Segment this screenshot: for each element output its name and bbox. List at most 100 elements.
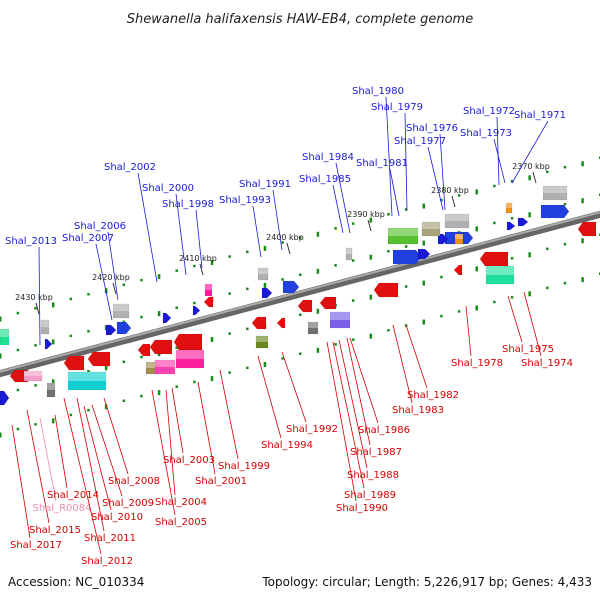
gene-block-lower[interactable] [67,371,107,391]
gene-reverse[interactable] [276,317,286,329]
gene-label-shal-1998[interactable]: Shal_1998 [162,199,214,210]
gene-forward[interactable] [162,312,172,324]
gene-label-shal-2015[interactable]: Shal_2015 [29,525,81,536]
gene-label-shal-1972[interactable]: Shal_1972 [463,106,515,117]
gene-block-upper[interactable] [454,233,464,245]
gene-label-shal-2012[interactable]: Shal_2012 [81,556,133,567]
gene-label-shal-1987[interactable]: Shal_1987 [350,447,402,458]
gene-block-upper[interactable] [505,202,513,214]
gene-forward[interactable] [392,249,422,265]
gene-label-shal-2001[interactable]: Shal_2001 [195,476,247,487]
gene-block-lower-shine [256,336,268,342]
gene-label-shal-1971[interactable]: Shal_1971 [514,110,566,121]
gene-reverse[interactable] [137,343,151,357]
gene-block-lower[interactable] [145,361,156,375]
gene-block-upper[interactable] [257,267,269,281]
gene-label-shal-1993[interactable]: Shal_1993 [219,195,271,206]
gene-reverse[interactable] [63,355,85,371]
gene-label-shal-1992[interactable]: Shal_1992 [286,424,338,435]
gene-forward[interactable] [44,338,53,350]
gene-block-upper[interactable] [112,303,130,319]
gene-block-lower[interactable] [23,370,43,382]
gene-label-shal-1983[interactable]: Shal_1983 [392,405,444,416]
gene-reverse[interactable] [373,282,399,298]
gene-forward[interactable] [0,390,10,406]
gene-forward[interactable] [417,248,431,260]
gene-forward[interactable] [192,305,201,316]
gene-forward[interactable] [116,321,132,335]
gene-label-shal-1982[interactable]: Shal_1982 [407,390,459,401]
gene-label-shal-1976[interactable]: Shal_1976 [406,123,458,134]
gene-block-upper[interactable] [444,213,470,229]
gene-block-lower[interactable] [255,335,269,349]
gene-block-upper[interactable] [542,185,568,201]
gene-label-shal-1985[interactable]: Shal_1985 [299,174,351,185]
gene-label-shal-2010[interactable]: Shal_2010 [91,512,143,523]
gene-forward[interactable] [506,221,516,231]
gene-label-shal-1986[interactable]: Shal_1986 [358,425,410,436]
gene-reverse[interactable] [297,299,313,313]
gene-block-lower[interactable] [329,311,351,329]
gene-forward[interactable] [540,204,570,219]
gene-block-upper[interactable] [421,221,441,237]
gene-label-shal-1980[interactable]: Shal_1980 [352,86,404,97]
scale-tick [316,268,320,274]
gene-label-shal-2002[interactable]: Shal_2002 [104,162,156,173]
gene-label-shal-2004[interactable]: Shal_2004 [155,497,207,508]
scale-tick [122,320,126,324]
gene-reverse[interactable] [9,369,29,383]
gene-block-lower[interactable] [485,265,515,285]
gene-forward[interactable] [261,287,273,299]
gene-block-upper[interactable] [387,227,419,245]
gene-label-shal-2014[interactable]: Shal_2014 [47,490,99,501]
gene-label-shal-1984[interactable]: Shal_1984 [302,152,354,163]
gene-label-shal-1999[interactable]: Shal_1999 [218,461,270,472]
gene-forward[interactable] [437,233,449,245]
gene-reverse[interactable] [251,316,267,330]
gene-label-shal-2008[interactable]: Shal_2008 [108,476,160,487]
gene-label-shal-1991[interactable]: Shal_1991 [239,179,291,190]
gene-label-shal-2017[interactable]: Shal_2017 [10,540,62,551]
gene-block-lower[interactable] [307,321,319,335]
gene-label-shal-2011[interactable]: Shal_2011 [84,533,136,544]
gene-label-shal-1989[interactable]: Shal_1989 [344,490,396,501]
gene-label-shal-1994[interactable]: Shal_1994 [261,440,313,451]
gene-label-shal-1975[interactable]: Shal_1975 [502,344,554,355]
gene-forward[interactable] [105,324,117,336]
gene-forward[interactable] [282,280,300,294]
gene-reverse[interactable] [173,333,203,351]
gene-label-shal-1981[interactable]: Shal_1981 [356,158,408,169]
gene-label-shal-2003[interactable]: Shal_2003 [163,455,215,466]
gene-block-upper[interactable] [40,319,50,335]
gene-label-shal-1977[interactable]: Shal_1977 [394,136,446,147]
gene-forward[interactable] [517,217,529,227]
gene-label-shal-1974[interactable]: Shal_1974 [521,358,573,369]
gene-label-shal-2009[interactable]: Shal_2009 [102,498,154,509]
gene-block-lower[interactable] [46,382,56,398]
gene-reverse[interactable] [87,351,111,367]
gene-reverse[interactable] [319,296,337,310]
gene-label-shal-2006[interactable]: Shal_2006 [74,221,126,232]
gene-block-upper-shine [0,329,9,337]
gene-reverse[interactable] [577,221,597,237]
gene-reverse[interactable] [479,251,509,267]
gene-label-shal-2005[interactable]: Shal_2005 [155,517,207,528]
gene-reverse[interactable] [453,264,463,276]
gene-label-shal-2013[interactable]: Shal_2013 [5,236,57,247]
gene-reverse[interactable] [149,339,173,355]
gene-reverse[interactable] [203,296,214,308]
gene-label-shal-1978[interactable]: Shal_1978 [451,358,503,369]
scale-tick [351,299,355,302]
gene-block-upper[interactable] [345,247,353,261]
gene-label-shal-1988[interactable]: Shal_1988 [347,470,399,481]
gene-block-upper[interactable] [204,283,213,297]
gene-block-lower[interactable] [175,349,205,369]
gene-label-shal-r0084[interactable]: Shal_R0084 [33,503,92,514]
gene-label-shal-1973[interactable]: Shal_1973 [460,128,512,139]
gene-block-upper[interactable] [0,328,10,346]
gene-label-shal-2007[interactable]: Shal_2007 [62,233,114,244]
gene-label-shal-1990[interactable]: Shal_1990 [336,503,388,514]
gene-label-shal-1979[interactable]: Shal_1979 [371,102,423,113]
gene-label-shal-2000[interactable]: Shal_2000 [142,183,194,194]
